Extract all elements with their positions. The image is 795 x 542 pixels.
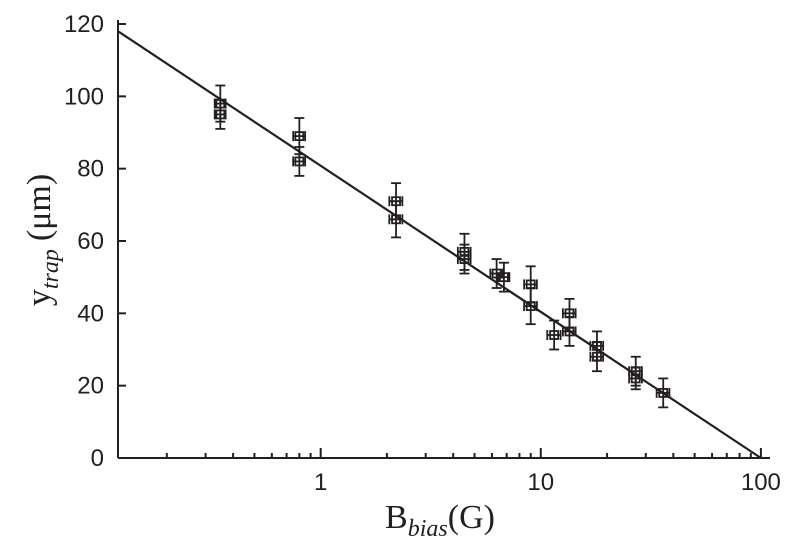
point-marker <box>658 387 669 398</box>
fit-line <box>117 30 762 459</box>
point-marker <box>294 131 305 142</box>
y-tick-label-60: 60 <box>77 228 104 255</box>
point-marker <box>592 351 602 362</box>
data-point <box>292 146 307 177</box>
data-point <box>388 200 404 239</box>
data-point <box>523 287 538 326</box>
point-marker <box>499 272 509 283</box>
point-marker <box>391 214 401 225</box>
data-points <box>213 84 671 409</box>
data-point <box>655 377 671 409</box>
point-marker <box>630 373 641 384</box>
data-point <box>456 243 472 275</box>
point-marker <box>564 326 575 337</box>
point-marker <box>294 156 305 167</box>
y-ticks: 0 20 40 60 80 100 120 <box>64 11 126 472</box>
data-point <box>497 261 511 293</box>
data-point <box>213 99 227 130</box>
x-ticks: 1 10 100 <box>165 448 781 496</box>
y-tick-label-100: 100 <box>64 83 104 110</box>
y-tick-label-120: 120 <box>64 11 104 38</box>
x-tick-label-1: 1 <box>314 469 327 496</box>
y-tick-label-20: 20 <box>77 373 104 400</box>
x-axis-label: Bbias(G) <box>385 499 495 542</box>
y-axis-label: ytrap(μm) <box>21 174 64 306</box>
data-point <box>546 319 562 351</box>
y-tick-label-0: 0 <box>91 445 104 472</box>
x-tick-label-100: 100 <box>741 469 781 496</box>
y-tick-label-40: 40 <box>77 300 104 327</box>
data-point <box>561 316 577 347</box>
y-tick-label-80: 80 <box>77 156 104 183</box>
point-marker <box>549 330 560 340</box>
point-marker <box>459 254 470 264</box>
point-marker <box>525 301 536 312</box>
data-point <box>589 341 605 373</box>
point-marker <box>215 109 226 120</box>
data-point <box>628 366 643 391</box>
x-tick-label-10: 10 <box>527 469 554 496</box>
